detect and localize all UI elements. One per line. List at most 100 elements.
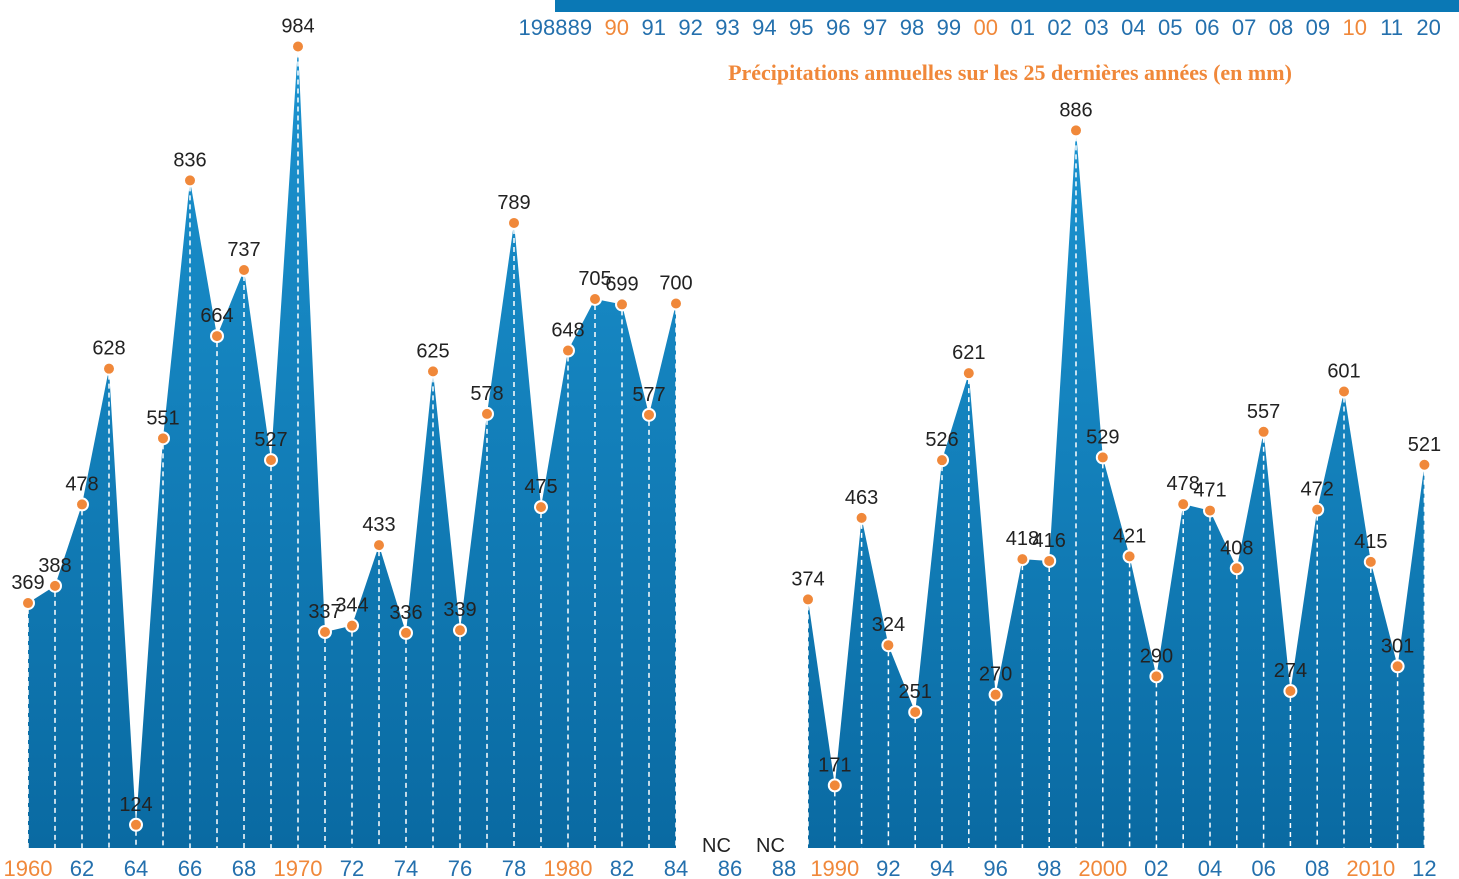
- marker: [345, 618, 359, 633]
- header-label: 07: [1232, 15, 1256, 40]
- value-label: 699: [605, 273, 638, 295]
- marker: [1042, 553, 1057, 568]
- value-label: 337: [308, 601, 341, 623]
- x-tick-label: 78: [502, 856, 526, 879]
- header-label: 91: [641, 15, 665, 40]
- value-label: 648: [551, 320, 584, 342]
- header-label: 20: [1416, 15, 1440, 40]
- header-label: 10: [1343, 15, 1367, 40]
- value-label: 577: [632, 384, 665, 406]
- x-tick-label: 86: [718, 856, 742, 879]
- x-tick-label: 1980: [544, 856, 593, 879]
- header-bar: [555, 0, 1459, 12]
- header-label: 93: [715, 15, 739, 40]
- marker: [1176, 497, 1191, 512]
- header-label: 06: [1195, 15, 1219, 40]
- value-label: 336: [389, 602, 422, 624]
- value-label: 478: [1167, 473, 1200, 495]
- value-label: 527: [254, 429, 287, 451]
- marker: [75, 497, 89, 512]
- marker: [453, 623, 467, 638]
- marker: [1337, 384, 1351, 399]
- value-label: 408: [1220, 537, 1253, 559]
- x-tick-label: 68: [232, 856, 256, 879]
- marker: [210, 329, 224, 344]
- value-label: 628: [92, 338, 125, 360]
- header-label: 01: [1010, 15, 1034, 40]
- value-label: 557: [1247, 401, 1280, 423]
- value-label: 324: [872, 614, 905, 636]
- header-label: 97: [863, 15, 887, 40]
- x-tick-label: 12: [1412, 856, 1436, 879]
- value-label: 369: [11, 572, 44, 594]
- value-label: 388: [38, 555, 71, 577]
- header-label: 89: [568, 15, 592, 40]
- value-label: 171: [818, 754, 851, 776]
- marker: [801, 592, 815, 607]
- marker: [183, 173, 197, 188]
- x-tick-label: 94: [930, 856, 954, 879]
- marker: [988, 687, 1003, 702]
- header-label: 94: [752, 15, 776, 40]
- marker: [156, 431, 170, 446]
- value-label: 625: [416, 340, 449, 362]
- x-tick-label: 92: [876, 856, 900, 879]
- value-label: 705: [578, 268, 611, 290]
- value-label: 344: [335, 595, 368, 617]
- header-label: 00: [974, 15, 998, 40]
- value-label: 251: [899, 681, 932, 703]
- marker: [237, 263, 251, 278]
- x-tick-label: 2000: [1078, 856, 1127, 879]
- value-label: 472: [1301, 479, 1334, 501]
- area: [28, 46, 676, 849]
- marker: [1417, 457, 1432, 472]
- marker: [399, 625, 413, 640]
- value-label: 339: [443, 599, 476, 621]
- header-label: 1988: [519, 15, 568, 40]
- value-label: 301: [1381, 635, 1414, 657]
- x-tick-label: 1960: [4, 856, 53, 879]
- value-label: 526: [925, 429, 958, 451]
- x-tick-label: 1990: [810, 856, 859, 879]
- header-label: 02: [1047, 15, 1071, 40]
- marker: [642, 407, 656, 422]
- header-label: 98: [900, 15, 924, 40]
- value-label: 478: [65, 473, 98, 495]
- header-label: 08: [1269, 15, 1293, 40]
- annotation: NC: [756, 835, 785, 857]
- header-label: 11: [1380, 15, 1403, 40]
- value-label: 418: [1006, 528, 1039, 550]
- marker: [264, 453, 278, 468]
- value-label: 789: [497, 192, 530, 214]
- marker: [480, 406, 494, 421]
- value-label: 416: [1033, 530, 1066, 552]
- marker: [1122, 549, 1137, 564]
- header-label: 03: [1084, 15, 1108, 40]
- x-tick-label: 04: [1198, 856, 1222, 879]
- value-label: 621: [952, 342, 985, 364]
- marker: [1390, 659, 1405, 674]
- x-tick-label: 1970: [274, 856, 323, 879]
- marker: [561, 343, 575, 358]
- marker: [1095, 450, 1110, 465]
- x-tick-label: 02: [1144, 856, 1168, 879]
- value-label: 529: [1086, 426, 1119, 448]
- marker: [507, 215, 521, 230]
- value-label: 551: [146, 407, 179, 429]
- marker: [372, 538, 386, 553]
- x-tick-label: 88: [772, 856, 796, 879]
- value-label: 270: [979, 664, 1012, 686]
- value-label: 290: [1140, 645, 1173, 667]
- value-label: 737: [227, 239, 260, 261]
- marker: [669, 296, 683, 311]
- x-tick-label: 96: [983, 856, 1007, 879]
- value-label: 578: [470, 383, 503, 405]
- value-label: 274: [1274, 660, 1307, 682]
- marker: [48, 578, 62, 593]
- marker: [1229, 561, 1244, 576]
- x-tick-label: 08: [1305, 856, 1329, 879]
- value-label: 521: [1408, 434, 1441, 456]
- value-label: 415: [1354, 531, 1387, 553]
- value-label: 471: [1193, 480, 1226, 502]
